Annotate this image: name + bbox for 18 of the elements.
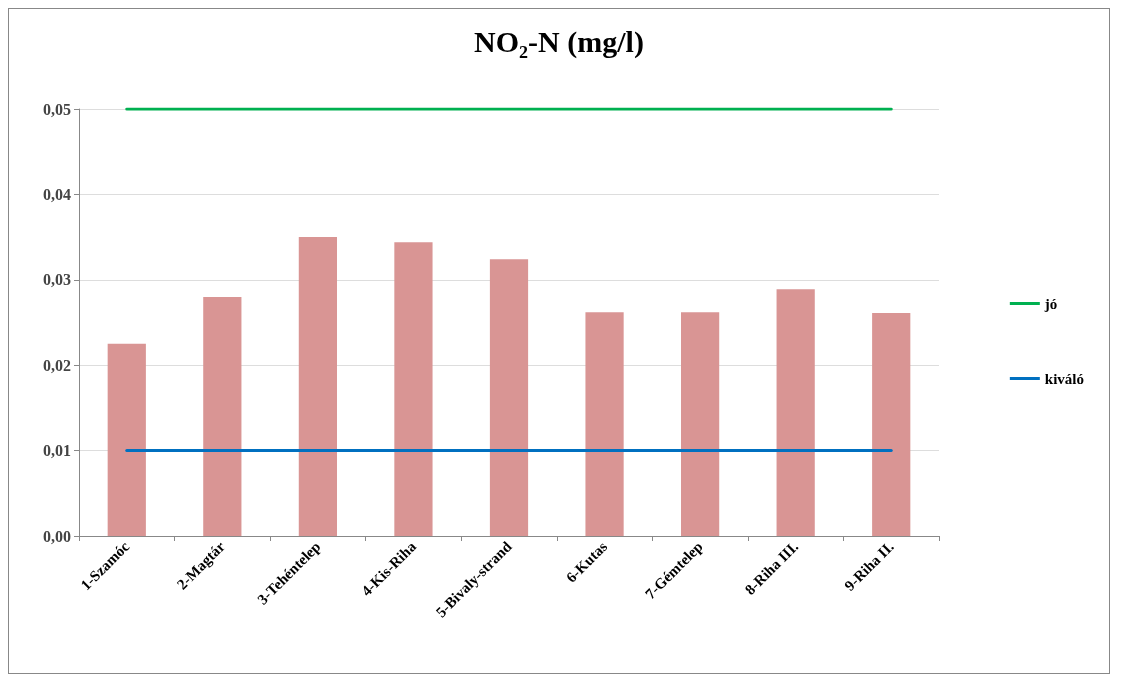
y-tick-label: 0,03 (43, 271, 71, 289)
bar (298, 237, 337, 536)
bar (203, 296, 242, 536)
bar (776, 289, 815, 536)
y-tick-label: 0,00 (43, 527, 71, 545)
bar (394, 242, 433, 536)
bar (681, 312, 720, 536)
legend-label: jó (1043, 295, 1058, 312)
y-tick-label: 0,05 (43, 100, 71, 118)
y-tick-label: 0,01 (43, 442, 71, 460)
bar (107, 343, 146, 536)
bar (872, 313, 911, 536)
y-tick-label: 0,02 (43, 356, 71, 374)
y-tick-label: 0,04 (43, 185, 71, 203)
chart-title: NO₂-N (mg/l) (474, 24, 644, 59)
legend-label: kiváló (1044, 370, 1085, 387)
bar (585, 312, 624, 536)
bar (489, 259, 529, 536)
